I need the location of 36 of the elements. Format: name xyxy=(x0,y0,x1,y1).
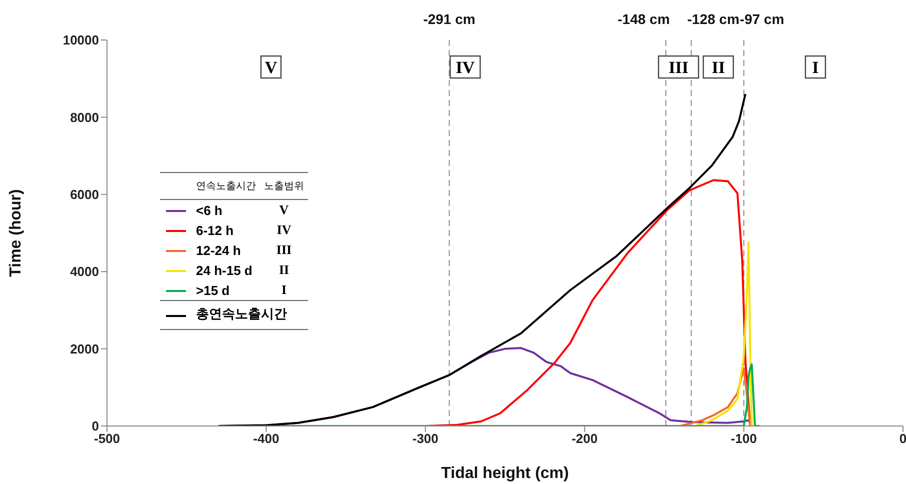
text: IV xyxy=(276,222,292,237)
x-tick-label: -500 xyxy=(94,431,120,446)
y-tick-label: 8000 xyxy=(70,110,99,125)
annotation: V xyxy=(264,58,278,78)
text: III xyxy=(276,242,292,257)
y-tick-label: 6000 xyxy=(70,187,99,202)
x-tick-label: -400 xyxy=(253,431,280,446)
legend-label: 6-12 h xyxy=(195,222,235,240)
ref-line-label: -148 cm xyxy=(618,11,670,27)
legend-title: 연속노출시간 xyxy=(195,180,257,194)
legend-label: 24 h-15 d xyxy=(195,262,254,280)
annotation: I xyxy=(812,58,820,78)
legend-label: <6 h xyxy=(195,202,224,220)
y-tick-label: 4000 xyxy=(70,264,99,280)
x-tick-label: -300 xyxy=(412,431,438,446)
annotation: IV xyxy=(456,58,476,78)
y-tick-label: 10000 xyxy=(62,32,99,48)
x-tick-label: -200 xyxy=(572,431,598,446)
y-tick-label: 0 xyxy=(92,418,99,434)
annotation: 노출범위 xyxy=(263,180,305,194)
ref-line-label: -128 cm xyxy=(687,11,740,27)
annotation: III xyxy=(668,58,689,78)
annotation: II xyxy=(712,58,726,78)
y-tick-label: 2000 xyxy=(70,341,99,356)
x-tick-label: 0 xyxy=(899,431,906,446)
legend-label: >15 d xyxy=(195,282,231,300)
legend-label: 총연속노출시간 xyxy=(195,305,288,323)
text: V xyxy=(279,202,289,217)
x-tick-label: -100 xyxy=(730,431,757,446)
ref-line-label: -97 cm xyxy=(740,11,784,27)
x-axis-title: Tidal height (cm) xyxy=(441,465,569,482)
legend-label: 12-24 h xyxy=(195,242,242,260)
text: II xyxy=(278,262,290,277)
text: I xyxy=(281,282,287,297)
y-axis-title: Time (hour) xyxy=(8,189,25,277)
ref-line-label: -291 cm xyxy=(423,11,476,27)
